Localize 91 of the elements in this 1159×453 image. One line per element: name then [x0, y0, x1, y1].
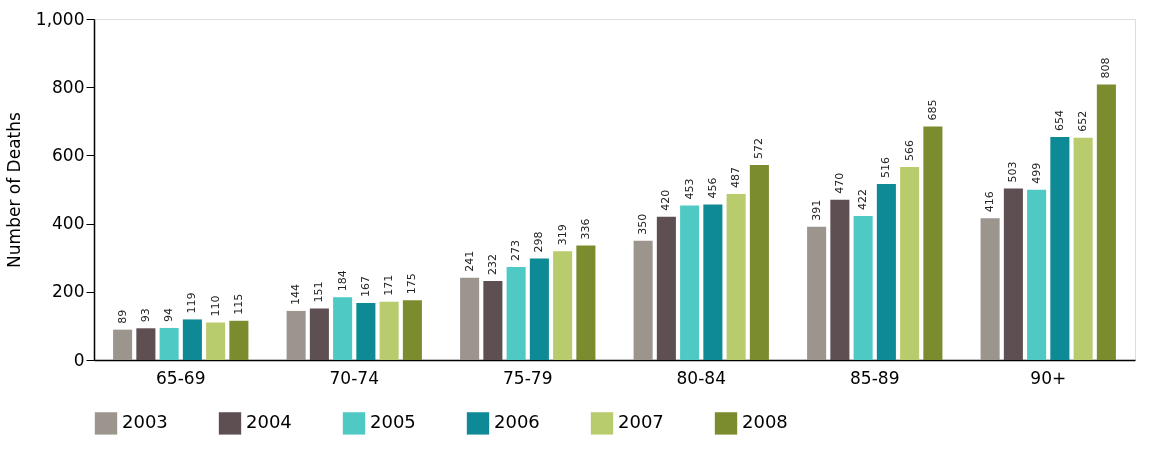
data-label: 171: [382, 274, 396, 296]
x-tick-label: 70-74: [329, 367, 379, 388]
legend-label: 2005: [370, 411, 416, 433]
data-label: 453: [682, 178, 696, 200]
x-tick-label: 80-84: [676, 367, 726, 388]
y-tick-label: 200: [52, 281, 85, 302]
bar: [749, 164, 769, 360]
y-tick-label: 1,000: [35, 8, 85, 29]
data-label: 273: [509, 239, 523, 261]
bar: [680, 205, 700, 360]
x-tick-label: 65-69: [156, 367, 206, 388]
data-label: 503: [1006, 161, 1020, 183]
bar: [309, 308, 329, 360]
y-tick-label: 800: [52, 76, 85, 97]
bar: [633, 240, 653, 360]
data-label: 144: [289, 283, 303, 305]
data-label: 241: [462, 250, 476, 272]
data-label: 572: [752, 137, 766, 159]
data-label: 685: [925, 99, 939, 121]
data-label: 470: [832, 172, 846, 194]
bar: [402, 300, 422, 360]
data-label: 808: [1099, 57, 1113, 79]
data-label: 516: [879, 157, 893, 179]
data-label: 151: [312, 281, 326, 303]
bar: [923, 126, 943, 360]
data-label: 298: [532, 231, 546, 253]
data-label: 110: [208, 295, 222, 317]
data-label: 115: [231, 293, 245, 315]
data-label: 422: [856, 189, 870, 211]
bar: [506, 266, 526, 360]
bar: [1050, 136, 1070, 360]
bar: [853, 216, 873, 360]
data-label: 232: [485, 253, 499, 275]
data-label: 350: [636, 213, 650, 235]
bar: [460, 277, 480, 360]
data-label: 652: [1076, 110, 1090, 132]
data-label: 391: [809, 199, 823, 221]
data-label: 119: [185, 292, 199, 314]
data-label: 93: [138, 308, 152, 323]
bar: [379, 301, 399, 360]
bar: [229, 320, 249, 360]
bar: [726, 193, 746, 360]
y-tick-label: 400: [52, 213, 85, 234]
bar: [656, 216, 676, 360]
bar: [333, 297, 353, 360]
data-label: 336: [578, 218, 592, 240]
bar: [900, 166, 920, 360]
x-tick-label: 75-79: [503, 367, 553, 388]
bar: [182, 319, 202, 360]
y-axis-title: Number of Deaths: [3, 111, 24, 268]
data-label: 416: [983, 191, 997, 213]
bar: [807, 226, 827, 360]
data-label: 167: [358, 276, 372, 298]
data-label: 175: [405, 273, 419, 295]
bar: [286, 310, 306, 360]
bar: [1003, 188, 1023, 360]
bar: [553, 251, 573, 360]
data-label: 456: [705, 177, 719, 199]
bar: [529, 258, 549, 360]
data-label: 566: [902, 139, 916, 161]
bar: [576, 245, 596, 360]
legend-label: 2008: [742, 411, 788, 433]
bar: [980, 218, 1000, 360]
bar: [159, 327, 179, 360]
legend-label: 2007: [618, 411, 664, 433]
bar: [1027, 189, 1047, 360]
data-label: 487: [729, 166, 743, 188]
bar: [830, 199, 850, 360]
x-tick-label: 85-89: [850, 367, 900, 388]
data-label: 420: [659, 189, 673, 211]
data-label: 184: [335, 270, 349, 292]
bar: [483, 280, 503, 360]
legend-label: 2003: [122, 411, 168, 433]
legend-label: 2004: [246, 411, 292, 433]
legend-label: 2006: [494, 411, 540, 433]
bar: [876, 184, 896, 360]
bar: [1073, 137, 1093, 360]
y-tick-label: 0: [73, 349, 85, 370]
bar: [1096, 84, 1116, 360]
data-label: 89: [115, 309, 129, 324]
data-label: 319: [555, 224, 569, 246]
data-label: 654: [1052, 109, 1066, 131]
x-tick-label: 90+: [1030, 367, 1067, 388]
bar: [703, 204, 723, 360]
data-label: 499: [1029, 162, 1043, 184]
bar: [356, 303, 376, 360]
bar: [206, 322, 226, 360]
y-tick-label: 600: [52, 144, 85, 165]
bar: [113, 329, 133, 360]
bar: [136, 328, 156, 360]
data-label: 94: [162, 307, 176, 322]
